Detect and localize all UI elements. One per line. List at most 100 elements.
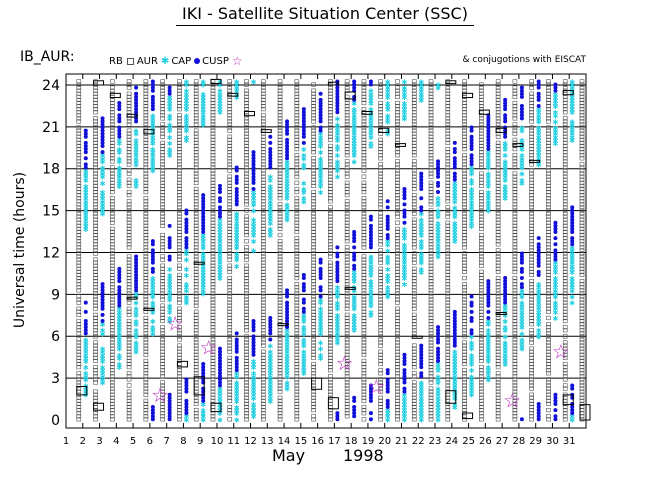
cap-point: ✱ (150, 140, 156, 148)
aur-point (177, 122, 182, 127)
cap-point: ✱ (167, 290, 173, 298)
aur-point (160, 414, 165, 419)
cusp-point (201, 208, 206, 213)
aur-point (177, 205, 182, 210)
aur-point (143, 91, 149, 96)
cap-point: ✱ (83, 217, 89, 225)
aur-point (93, 91, 98, 96)
cap-point: ✱ (334, 284, 340, 292)
aur-point (143, 171, 149, 176)
aur-point (110, 137, 115, 142)
aur-point (76, 411, 82, 416)
aur-point (160, 343, 165, 348)
cusp-point (134, 288, 139, 293)
cusp-point (553, 82, 558, 87)
aur-point (143, 107, 149, 112)
cap-point: ✱ (100, 164, 106, 172)
aur-point (126, 306, 132, 311)
aur-point (143, 414, 149, 419)
aur-point (160, 395, 165, 400)
aur-point (193, 174, 199, 179)
cap-point: ✱ (200, 281, 206, 289)
cap-point: ✱ (167, 140, 173, 148)
aur-point (110, 325, 115, 330)
aur-point (93, 285, 98, 290)
aur-point (193, 318, 199, 324)
aur-point (177, 162, 182, 167)
cap-point: ✱ (116, 321, 122, 329)
aur-point (193, 110, 199, 115)
aur-point (546, 315, 551, 321)
cusp-point (217, 383, 222, 388)
cap-point: ✱ (502, 140, 508, 148)
cusp-point (184, 383, 189, 388)
aur-point (143, 236, 149, 241)
cap-point: ✱ (150, 327, 156, 335)
cusp-point (385, 233, 390, 238)
y-tick-label: 0 (51, 413, 60, 429)
cap-point: ✱ (150, 121, 156, 129)
cusp-point (436, 159, 441, 164)
aur-point (93, 352, 98, 357)
cap-point: ✱ (200, 232, 206, 240)
aur-point (93, 156, 98, 161)
cusp-point (83, 128, 88, 133)
aur-point (143, 211, 149, 216)
cap-point: ✱ (150, 164, 156, 172)
cap-point: ✱ (116, 309, 122, 317)
aur-point (193, 242, 199, 247)
aur-point (177, 150, 182, 155)
cusp-point (402, 220, 407, 225)
cap-point: ✱ (167, 281, 173, 289)
aur-point (177, 383, 182, 388)
aur-point (210, 392, 216, 397)
cusp-point (419, 171, 424, 176)
cap-point: ✱ (167, 106, 173, 114)
aur-point (126, 143, 132, 149)
cusp-point (117, 113, 122, 118)
aur-point (193, 88, 199, 93)
aur-point (126, 349, 132, 354)
cap-point: ✱ (83, 174, 89, 182)
cusp-point (486, 279, 491, 284)
aur-point (177, 282, 182, 287)
cap-point: ✱ (133, 140, 139, 148)
cap-point: ✱ (83, 207, 89, 215)
x-tick-label: 13 (261, 436, 274, 447)
cap-point: ✱ (150, 281, 156, 289)
aur-point (143, 300, 149, 305)
cap-point: ✱ (116, 346, 122, 354)
cap-point: ✱ (183, 247, 189, 255)
cap-point: ✱ (167, 115, 173, 123)
cusp-point (553, 408, 558, 413)
aur-point (210, 355, 216, 360)
aur-point (277, 232, 283, 238)
cusp-point (184, 401, 189, 406)
aur-point (126, 205, 132, 210)
cusp-point (134, 254, 139, 259)
aur-point (143, 119, 149, 124)
aur-point (76, 266, 82, 271)
aur-point (160, 349, 165, 354)
cap-point: ✱ (183, 115, 189, 123)
cap-point: ✱ (251, 78, 257, 86)
cap-point: ✱ (368, 88, 374, 96)
cusp-point (184, 380, 189, 385)
cap-point: ✱ (452, 349, 458, 357)
aur-point (177, 217, 182, 222)
cusp-point (134, 269, 139, 274)
aur-point (110, 103, 115, 109)
cap-point: ✱ (183, 300, 189, 308)
aur-point (177, 196, 182, 201)
aur-point (110, 349, 115, 354)
aur-point (160, 328, 165, 333)
aur-point (143, 318, 149, 324)
aur-point (110, 150, 115, 155)
aur-point (177, 331, 182, 336)
cap-point: ✱ (318, 340, 324, 348)
aur-point (110, 134, 115, 139)
aur-point (110, 85, 115, 90)
cusp-point (469, 153, 474, 158)
aur-point (93, 346, 98, 351)
aur-point (160, 165, 165, 170)
